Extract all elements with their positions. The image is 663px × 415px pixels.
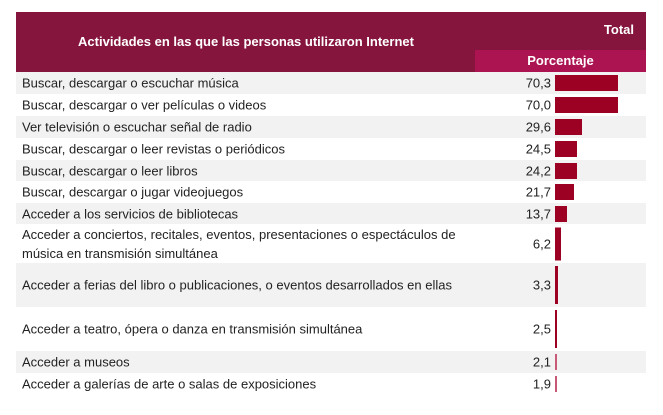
table-row: Acceder a los servicios de bibliotecas 13…	[16, 203, 646, 224]
table-row: Acceder a ferias del libro o publicacion…	[16, 263, 646, 307]
bar	[555, 184, 575, 200]
row-label: Buscar, descargar o leer revistas o peri…	[22, 141, 286, 157]
data-label: 29,6	[525, 119, 551, 135]
data-label: 2,1	[532, 354, 551, 370]
bar	[555, 162, 577, 179]
table-row: Buscar, descargar o leer revistas o peri…	[16, 138, 646, 160]
data-label: 24,5	[525, 141, 551, 157]
bar	[555, 227, 561, 260]
column-header-percentage: Porcentaje	[475, 50, 646, 72]
data-label: 3,3	[532, 277, 551, 293]
row-label: Buscar, descargar o jugar videojuegos	[22, 184, 244, 200]
data-label: 13,7	[525, 206, 551, 221]
row-label: Acceder a conciertos, recitales, eventos…	[22, 226, 456, 261]
row-label: Acceder a teatro, ópera o danza en trans…	[22, 321, 363, 337]
data-label: 6,2	[532, 236, 551, 251]
table-header: Actividades en las que las personas util…	[16, 12, 646, 72]
table-row: Acceder a conciertos, recitales, eventos…	[16, 224, 646, 263]
row-label: Acceder a museos	[22, 354, 130, 370]
row-label: Acceder a ferias del libro o publicacion…	[22, 277, 452, 293]
bar	[555, 310, 558, 348]
table-row: Buscar, descargar o jugar videojuegos 21,…	[16, 181, 646, 203]
bar	[555, 354, 557, 370]
row-label: Buscar, descargar o ver películas o vide…	[22, 97, 267, 113]
row-label: Buscar, descargar o leer libros	[22, 163, 198, 178]
data-label: 70,0	[525, 97, 551, 113]
row-label: Acceder a los servicios de bibliotecas	[22, 206, 239, 221]
bar	[555, 119, 582, 135]
column-header-activities: Actividades en las que las personas util…	[78, 34, 414, 49]
bar	[555, 141, 577, 157]
bar	[555, 205, 568, 222]
row-label: Acceder a galerías de arte o salas de ex…	[22, 376, 317, 392]
row-label: Ver televisión o escuchar señal de radio	[22, 119, 252, 135]
bar	[555, 97, 618, 113]
table-row: Acceder a galerías de arte o salas de ex…	[16, 373, 646, 395]
table-row: Buscar, descargar o escuchar música 70,3	[16, 72, 646, 94]
row-label: Buscar, descargar o escuchar música	[22, 75, 239, 91]
table-row: Ver televisión o escuchar señal de radio…	[16, 116, 646, 138]
bar	[555, 75, 618, 91]
data-label: 21,7	[525, 184, 551, 200]
table-body: Buscar, descargar o escuchar música 70,3 B…	[16, 72, 646, 395]
table-row: Buscar, descargar o leer libros 24,2	[16, 160, 646, 181]
table-row: Acceder a museos 2,1	[16, 351, 646, 373]
column-header-total: Total	[603, 22, 634, 37]
data-label: 24,2	[525, 163, 551, 178]
bar	[555, 266, 558, 304]
data-label: 70,3	[525, 75, 551, 91]
bar	[555, 376, 557, 392]
data-label: 2,5	[532, 321, 551, 337]
data-label: 1,9	[532, 376, 551, 392]
table-row: Acceder a teatro, ópera o danza en trans…	[16, 307, 646, 351]
table-row: Buscar, descargar o ver películas o vide…	[16, 94, 646, 116]
